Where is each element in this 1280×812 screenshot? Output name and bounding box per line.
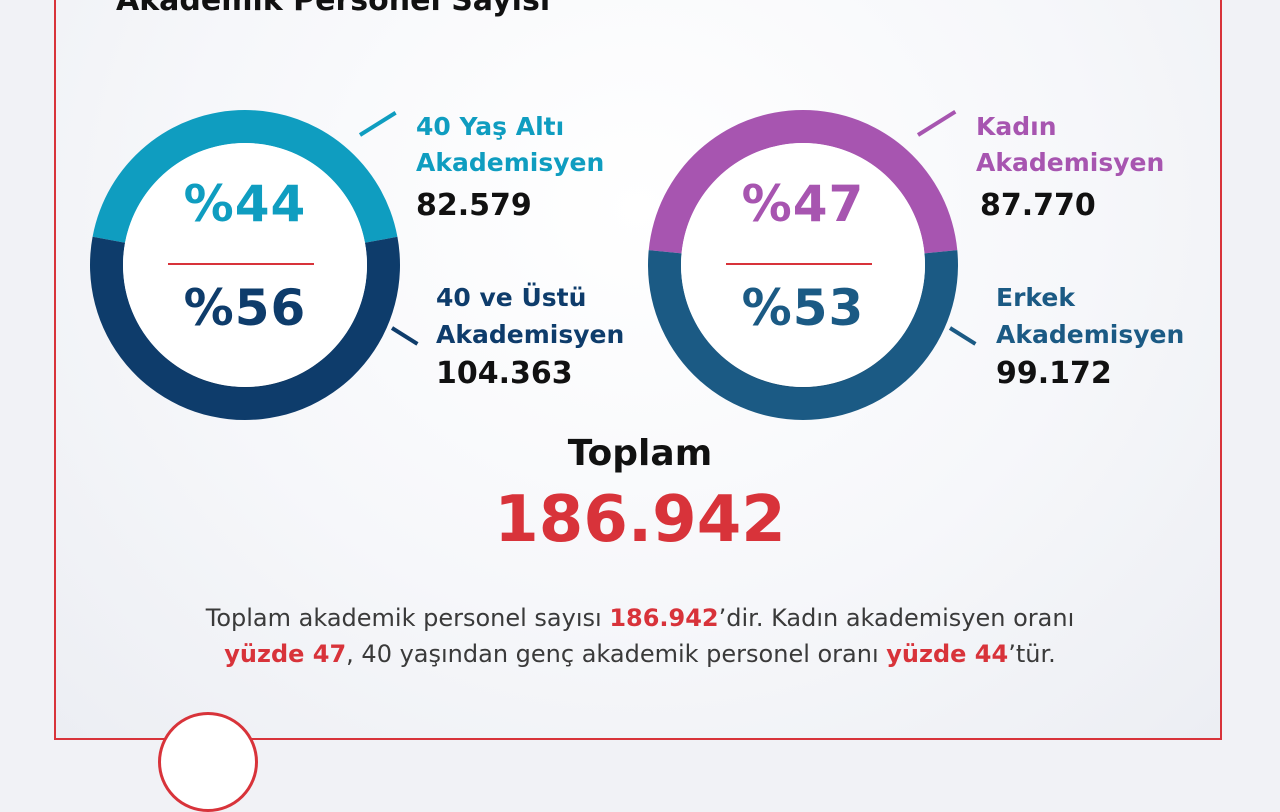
male-label-line2: Akademisyen [996,320,1185,349]
female-value: 87.770 [980,188,1096,223]
male-value: 99.172 [996,356,1112,391]
age-40-plus-value: 104.363 [436,356,573,391]
summary-line-1: Toplam akademik personel sayısı 186.942’… [90,600,1190,636]
age-40-plus-label-line2: Akademisyen [436,320,625,349]
age-donut-chart: %44 %56 [89,110,400,421]
summary-part-1: Toplam akademik personel sayısı [205,604,610,632]
age-donut-svg [89,110,400,421]
age-donut-segment-1 [89,236,400,421]
summary-part-4: ’tür. [1008,640,1056,668]
female-label-line2: Akademisyen [976,148,1165,177]
summary-line-2: yüzde 47, 40 yaşından genç akademik pers… [90,636,1190,672]
summary-highlight-young-rate: yüzde 44 [886,640,1009,668]
summary-highlight-female-rate: yüzde 47 [224,640,347,668]
gender-percent-divider [726,263,872,265]
age-under-40-value: 82.579 [416,188,532,223]
age-donut-center [123,143,367,387]
age-percent-40-plus: %56 [183,279,307,337]
age-percent-divider [168,263,314,265]
total-value: 186.942 [494,483,786,557]
age-under-40-label-line1: 40 Yaş Altı [416,112,565,141]
summary-text: Toplam akademik personel sayısı 186.942’… [90,600,1190,672]
gender-donut-svg [648,109,958,420]
decorative-bottom-circle [158,712,258,812]
page-title: Akademik Personel Sayısı [116,0,551,18]
gender-percent-female: %47 [741,175,865,233]
female-label-line1: Kadın [976,112,1057,141]
total-label: Toplam [567,433,713,474]
summary-part-3: , 40 yaşından genç akademik personel ora… [346,640,887,668]
age-40-plus-label-line1: 40 ve Üstü [436,283,587,312]
male-label-line1: Erkek [996,283,1075,312]
age-under-40-label-line2: Akademisyen [416,148,605,177]
gender-donut-chart: %47 %53 [648,109,958,420]
gender-percent-male: %53 [741,279,865,337]
age-donut-segment-0 [92,110,398,243]
gender-donut-segment-1 [648,250,958,420]
summary-highlight-total: 186.942 [609,604,719,632]
gender-donut-segment-0 [648,109,958,254]
age-percent-under-40: %44 [183,175,307,233]
gender-donut-center [681,143,925,387]
summary-part-2: ’dir. Kadın akademisyen oranı [718,604,1075,632]
